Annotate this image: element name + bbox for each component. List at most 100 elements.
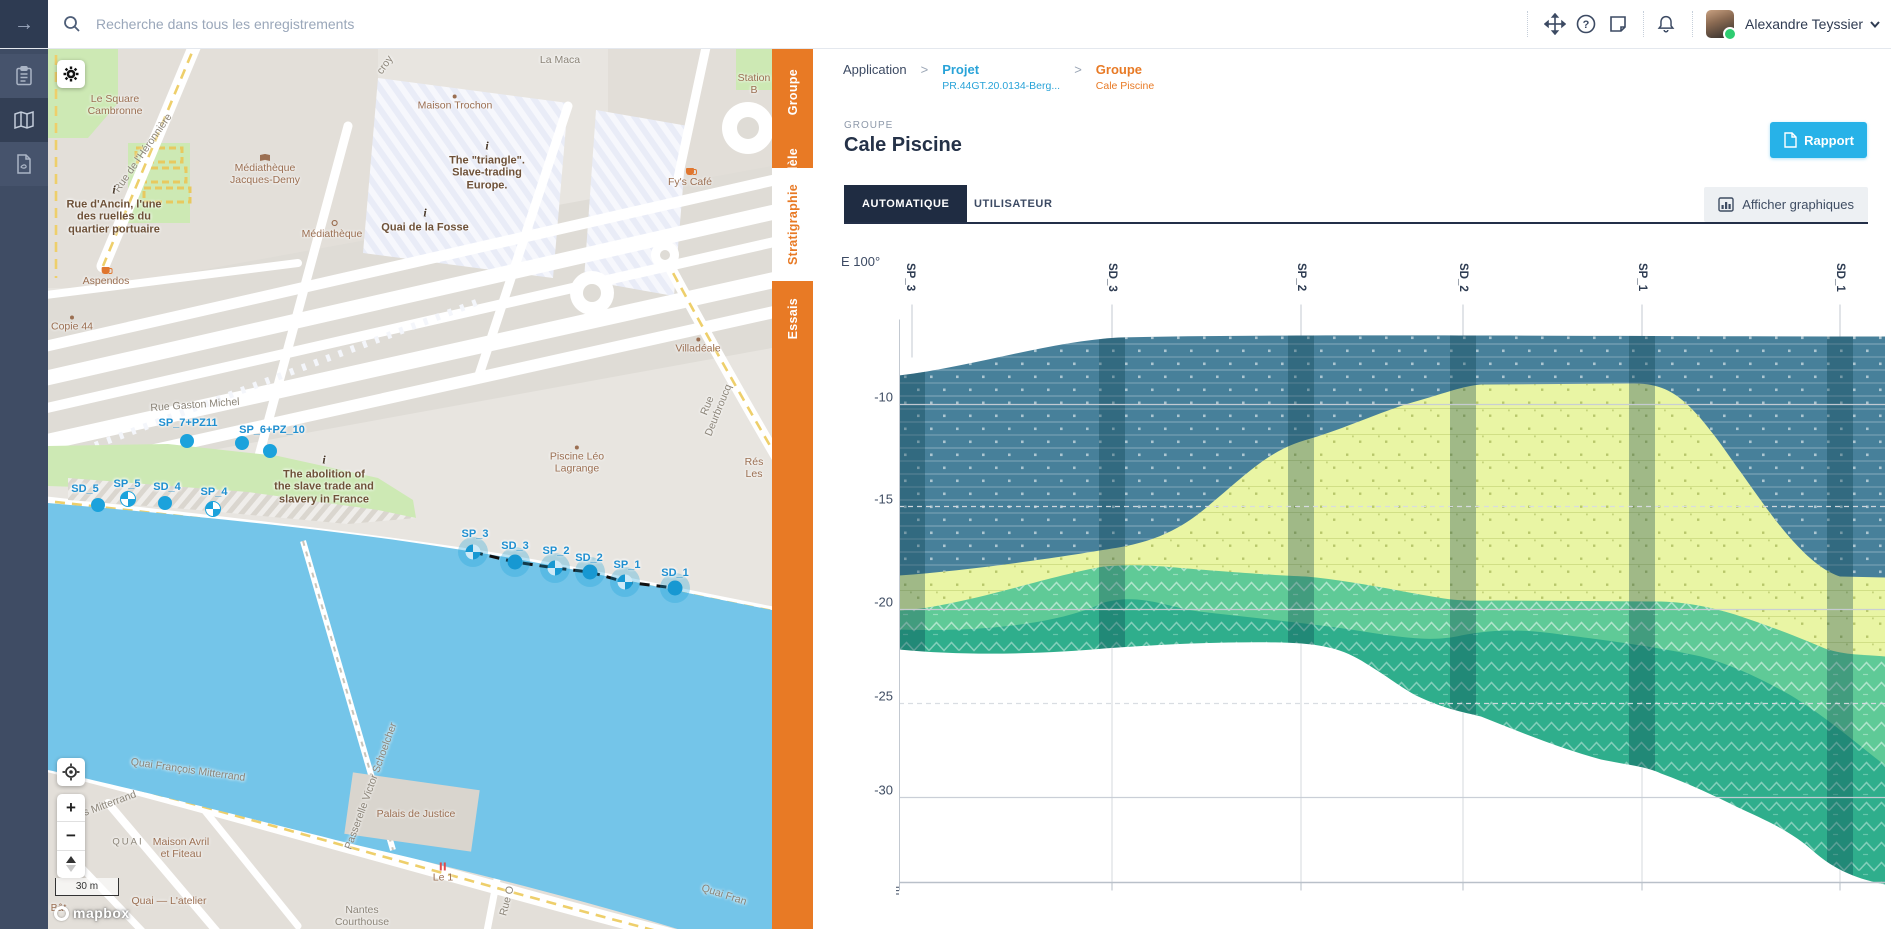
section-orientation-label: E 100° bbox=[841, 254, 881, 269]
breadcrumb-projet[interactable]: Projet bbox=[942, 62, 980, 77]
tab-automatique[interactable]: AUTOMATIQUE bbox=[844, 185, 968, 222]
map-label: QUAI bbox=[112, 836, 144, 848]
geolocate-button[interactable] bbox=[57, 758, 85, 786]
borehole-marker-sp_2[interactable] bbox=[540, 553, 570, 583]
borehole-column-label: SD_2 bbox=[1457, 263, 1469, 292]
map-label: i Rue d'Ancin, l'une des ruelles du quart… bbox=[66, 182, 162, 236]
arrow-right-icon: → bbox=[14, 12, 34, 35]
zoom-out-button[interactable]: − bbox=[57, 821, 85, 849]
chart-icon bbox=[1718, 197, 1734, 212]
strip-tab-essais[interactable]: Essais bbox=[772, 288, 813, 350]
map-label: Nantes Courthouse bbox=[334, 903, 390, 928]
mapbox-logo[interactable]: mapbox bbox=[54, 905, 130, 921]
rapport-button[interactable]: Rapport bbox=[1770, 122, 1867, 158]
map-label: Copie 44 bbox=[51, 315, 93, 332]
sidebar-item-documents[interactable] bbox=[0, 142, 48, 186]
borehole-marker-sd_3[interactable] bbox=[500, 547, 530, 577]
sidebar-item-records[interactable] bbox=[0, 54, 48, 98]
map-settings-button[interactable] bbox=[57, 60, 85, 88]
online-status-dot bbox=[1723, 27, 1737, 41]
map-label: Le Square Cambronne bbox=[87, 92, 143, 117]
breadcrumb-application[interactable]: Application bbox=[843, 62, 907, 77]
map-label: Le 1 bbox=[433, 862, 453, 883]
map-label: croy bbox=[374, 53, 396, 77]
breadcrumb-groupe[interactable]: Groupe bbox=[1095, 62, 1143, 77]
map-label: Médiathèque Jacques-Demy bbox=[230, 153, 300, 186]
breadcrumb-groupe-sub[interactable]: Cale Piscine bbox=[1095, 80, 1155, 92]
move-icon[interactable] bbox=[1541, 10, 1569, 38]
borehole-column-label: SP_1 bbox=[1636, 263, 1648, 292]
zoom-in-button[interactable]: + bbox=[66, 797, 76, 817]
borehole-marker-sd_2[interactable] bbox=[575, 557, 605, 587]
help-icon[interactable]: ? bbox=[1572, 10, 1600, 38]
borehole-marker-sp_6+pz_10[interactable] bbox=[235, 436, 249, 450]
borehole-marker-sd_1[interactable] bbox=[660, 573, 690, 603]
mapbox-icon bbox=[54, 905, 69, 921]
y-axis-tick-label: -15 bbox=[874, 491, 893, 507]
clipboard-icon bbox=[16, 66, 32, 86]
map-label: Station B bbox=[737, 71, 771, 96]
map-label: Maison Avril et Fiteau bbox=[152, 835, 210, 860]
breadcrumb: Application > Projet PR.44GT.20.0134-Ber… bbox=[843, 62, 1154, 92]
breadcrumb-projet-sub[interactable]: PR.44GT.20.0134-Berg... bbox=[942, 80, 1061, 92]
user-name[interactable]: Alexandre Teyssier bbox=[1745, 16, 1864, 32]
panel-tab-row: AUTOMATIQUE UTILISATEUR Afficher graphiq… bbox=[844, 185, 1868, 224]
borehole-marker-sp_3[interactable] bbox=[458, 537, 488, 567]
borehole-marker-sd_4[interactable] bbox=[158, 496, 172, 510]
sidebar-collapse-button[interactable]: → bbox=[0, 0, 48, 48]
map-label: Maison Trochon bbox=[418, 94, 492, 111]
borehole-marker[interactable] bbox=[263, 444, 277, 458]
map-scale-bar: 30 m bbox=[55, 878, 119, 896]
cafe-icon bbox=[101, 266, 113, 274]
geolocate-icon bbox=[62, 763, 80, 781]
top-bar: → ? Alexandre Teyssier bbox=[0, 0, 1891, 49]
map-label: Villadéale bbox=[675, 337, 721, 354]
borehole-marker-sd_5[interactable] bbox=[91, 498, 105, 512]
map-label: Palais de Justice bbox=[376, 807, 456, 820]
info-icon: i bbox=[112, 182, 116, 197]
strip-tab-label: Stratigraphie bbox=[785, 184, 800, 265]
map-label: Rue Deurbroucq bbox=[698, 382, 735, 438]
borehole-column-label: SD_3 bbox=[1106, 263, 1118, 292]
map-label: Rue de l'Héronnière bbox=[111, 111, 175, 195]
map-icon bbox=[14, 110, 34, 130]
map-label: i Quai de la Fosse bbox=[381, 205, 469, 234]
chevron-down-icon[interactable] bbox=[1868, 0, 1882, 48]
borehole-marker-sp_4[interactable] bbox=[205, 501, 221, 517]
map-label: Aspendos bbox=[83, 266, 129, 287]
borehole-marker-sp_7+pz11[interactable] bbox=[180, 434, 194, 448]
map-label: Quai François Mitterrand bbox=[129, 755, 247, 784]
info-icon: i bbox=[423, 205, 427, 220]
map-label: Quai Fran bbox=[699, 882, 749, 908]
poi-dot-icon bbox=[70, 315, 74, 320]
strip-tab-groupe[interactable]: Groupe bbox=[772, 58, 813, 126]
map-label: Médiathèque bbox=[302, 219, 362, 240]
map-label: Rue Gaston Michel bbox=[150, 395, 240, 415]
info-icon: i bbox=[322, 452, 326, 467]
map-label: Passerelle Victor Schoelcher bbox=[342, 720, 400, 852]
notes-icon[interactable] bbox=[1604, 10, 1632, 38]
borehole-marker-sp_5[interactable] bbox=[120, 491, 136, 507]
map-label: Rue O bbox=[497, 884, 517, 918]
map-label: Fy's Café bbox=[668, 167, 712, 188]
poi-dot-icon bbox=[453, 94, 457, 99]
group-kicker: GROUPE bbox=[844, 120, 894, 131]
avatar[interactable] bbox=[1706, 10, 1737, 41]
compass-button[interactable] bbox=[57, 849, 85, 878]
map-canvas[interactable] bbox=[48, 48, 772, 929]
svg-text:?: ? bbox=[1583, 19, 1590, 31]
borehole-marker-sp_1[interactable] bbox=[610, 567, 640, 597]
pdf-icon bbox=[17, 154, 31, 174]
strip-tab-stratigraphie[interactable]: Stratigraphie bbox=[772, 168, 813, 281]
library-icon bbox=[260, 153, 270, 161]
map-container: Le Square Cambronne Rue de l'Héronnière La… bbox=[48, 48, 772, 929]
bell-icon[interactable] bbox=[1652, 10, 1680, 38]
sidebar-item-map[interactable] bbox=[0, 98, 48, 142]
tab-utilisateur[interactable]: UTILISATEUR bbox=[974, 197, 1053, 210]
borehole-column-label: SP_3 bbox=[904, 263, 916, 292]
strip-tab-label: Groupe bbox=[785, 68, 800, 116]
strip-tab-label: Essais bbox=[785, 298, 800, 340]
afficher-graphiques-button[interactable]: Afficher graphiques bbox=[1704, 187, 1868, 222]
search-input[interactable] bbox=[94, 15, 518, 33]
